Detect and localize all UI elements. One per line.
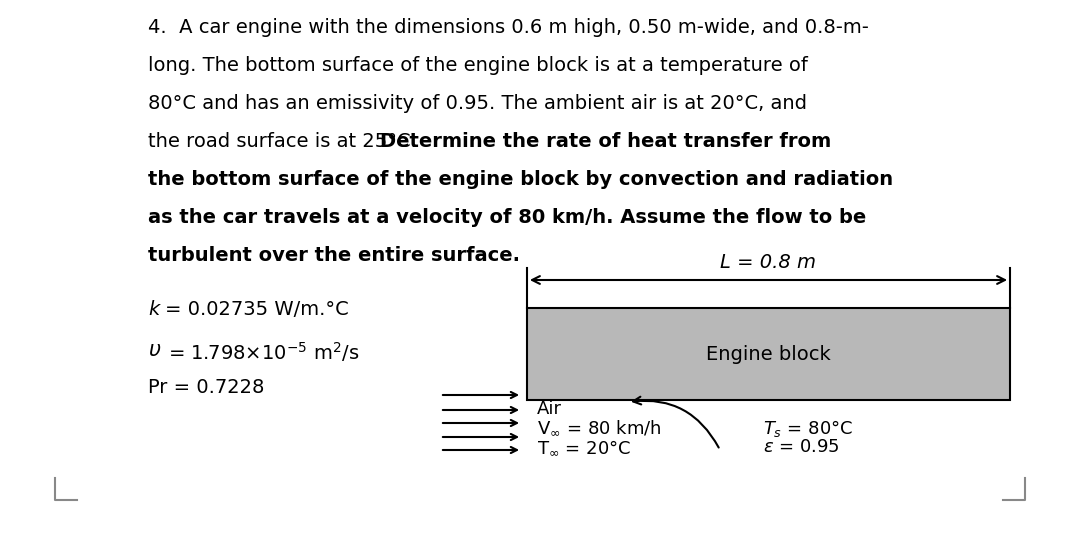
Text: 80°C and has an emissivity of 0.95. The ambient air is at 20°C, and: 80°C and has an emissivity of 0.95. The … [148,94,807,113]
Text: $k$: $k$ [148,300,162,319]
Text: = 1.798$\times$10$^{-5}$ m$^2$/s: = 1.798$\times$10$^{-5}$ m$^2$/s [168,340,360,364]
Text: Engine block: Engine block [706,345,831,363]
Bar [527,308,1010,400]
Text: = 0.02735 W/m.°C: = 0.02735 W/m.°C [165,300,349,319]
Text: $\varepsilon$ = 0.95: $\varepsilon$ = 0.95 [762,438,840,456]
Text: turbulent over the entire surface.: turbulent over the entire surface. [148,246,519,265]
Text: long. The bottom surface of the engine block is at a temperature of: long. The bottom surface of the engine b… [148,56,808,75]
Text: $\upsilon$: $\upsilon$ [148,340,161,360]
Text: as the car travels at a velocity of 80 km/h. Assume the flow to be: as the car travels at a velocity of 80 k… [148,208,866,227]
Text: Determine the rate of heat transfer from: Determine the rate of heat transfer from [380,132,832,151]
Text: Air: Air [537,400,562,418]
Text: 4.  A car engine with the dimensions 0.6 m high, 0.50 m-wide, and 0.8-m-: 4. A car engine with the dimensions 0.6 … [148,18,869,37]
Text: L = 0.8 m: L = 0.8 m [720,253,816,272]
Text: $T_s$ = 80°C: $T_s$ = 80°C [762,418,853,439]
Text: the road surface is at 25°C.: the road surface is at 25°C. [148,132,423,151]
Text: the bottom surface of the engine block by convection and radiation: the bottom surface of the engine block b… [148,170,893,189]
Text: T$_\infty$ = 20°C: T$_\infty$ = 20°C [537,438,631,457]
Text: V$_\infty$ = 80 km/h: V$_\infty$ = 80 km/h [537,418,662,437]
Text: Pr = 0.7228: Pr = 0.7228 [148,378,265,397]
